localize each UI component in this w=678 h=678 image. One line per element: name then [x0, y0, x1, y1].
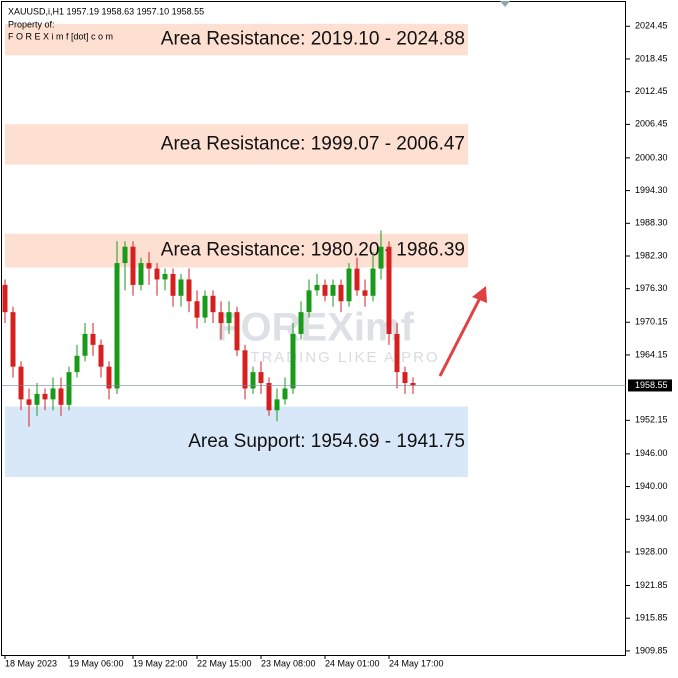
y-tick-label: 1940.00 — [635, 481, 668, 491]
y-tick-label: 1964.15 — [635, 349, 668, 359]
zone-label: Area Resistance: 1980.20 - 1986.39 — [161, 240, 465, 261]
candle-body — [234, 312, 240, 351]
owner-line: F O R E X i m f [dot] c o m — [8, 31, 113, 41]
candle-body — [106, 366, 112, 389]
x-tick-label: 24 May 17:00 — [389, 658, 444, 668]
candle-body — [226, 312, 232, 324]
candle-body — [18, 366, 24, 400]
candle-body — [186, 279, 192, 302]
candle-body — [202, 295, 208, 318]
y-tick-label: 1970.15 — [635, 317, 668, 327]
candle-body — [82, 333, 88, 356]
candle-body — [90, 333, 96, 345]
x-tick-label: 24 May 01:00 — [325, 658, 380, 668]
y-tick-label: 1921.85 — [635, 580, 668, 590]
candle-body — [274, 399, 280, 411]
y-tick-label: 2018.45 — [635, 53, 668, 63]
arrow — [438, 293, 484, 377]
candle-body — [314, 284, 320, 291]
candle-body — [42, 393, 48, 400]
y-tick-label: 2012.45 — [635, 86, 668, 96]
y-tick-label: 1909.85 — [635, 645, 668, 655]
candle-body — [378, 246, 384, 269]
candle-body — [298, 312, 304, 334]
header: XAUUSD,i,H1 1957.19 1958.63 1957.10 1958… — [8, 6, 204, 16]
candle-body — [386, 246, 392, 334]
zone — [5, 23, 468, 56]
watermark: FOREXimf — [216, 306, 414, 350]
y-tick-label: 1946.00 — [635, 448, 668, 458]
candle-body — [50, 388, 56, 400]
y-tick-label: 1994.30 — [635, 185, 668, 195]
candle-body — [122, 246, 128, 264]
marker — [500, 1, 510, 7]
candle-body — [250, 372, 256, 389]
candle-body — [306, 290, 312, 313]
y-tick-label: 2024.45 — [635, 21, 668, 31]
zone-label: Area Support: 1954.69 - 1941.75 — [188, 431, 465, 452]
candle-body — [394, 333, 400, 373]
candle-body — [2, 284, 8, 313]
candle-body — [146, 263, 152, 269]
plot-frame — [1, 1, 626, 656]
candle-body — [330, 284, 336, 296]
candle-body — [114, 263, 120, 389]
y-tick-label: 1934.00 — [635, 514, 668, 524]
candle-body — [370, 268, 376, 296]
candle-body — [154, 268, 160, 280]
x-tick-label: 22 May 15:00 — [197, 658, 252, 668]
candle-body — [282, 388, 288, 400]
candle-body — [162, 273, 168, 280]
y-tick-label: 1952.15 — [635, 415, 668, 425]
candle-body — [138, 263, 144, 285]
y-tick-label: 1915.85 — [635, 613, 668, 623]
candle-body — [210, 295, 216, 313]
zone-label: Area Resistance: 1999.07 - 2006.47 — [161, 133, 465, 154]
x-tick-label: 19 May 06:00 — [69, 658, 124, 668]
price-label: 1958.55 — [635, 380, 668, 390]
y-tick-label: 1982.30 — [635, 250, 668, 260]
zone-label: Area Resistance: 2019.10 - 2024.88 — [161, 29, 465, 50]
candle-body — [354, 268, 360, 291]
candle-body — [266, 383, 272, 411]
candle-body — [74, 355, 80, 373]
y-tick-label: 1976.30 — [635, 283, 668, 293]
candle-body — [194, 301, 200, 318]
y-tick-label: 2000.30 — [635, 152, 668, 162]
candle-body — [218, 312, 224, 324]
y-tick-label: 2006.45 — [635, 119, 668, 129]
y-tick-label: 1928.00 — [635, 546, 668, 556]
candle-body — [98, 344, 104, 367]
candle-body — [338, 284, 344, 302]
zone — [5, 406, 468, 478]
zone — [5, 124, 468, 165]
candle-body — [58, 388, 64, 405]
y-tick-label: 1988.30 — [635, 218, 668, 228]
arrow-head — [472, 286, 487, 303]
candle-body — [290, 333, 296, 389]
candle-body — [66, 372, 72, 405]
candle-body — [410, 383, 416, 386]
watermark: TRADING LIKE A PRO — [250, 349, 439, 366]
candle-body — [402, 372, 408, 384]
candle-body — [362, 290, 368, 296]
candle-body — [322, 284, 328, 296]
candle-body — [170, 273, 176, 296]
x-tick-label: 23 May 08:00 — [261, 658, 316, 668]
candle-body — [258, 372, 264, 384]
candle-body — [130, 246, 136, 285]
candle-body — [242, 350, 248, 389]
candle-body — [178, 279, 184, 296]
candle-body — [26, 399, 32, 405]
candle-body — [34, 393, 40, 405]
candle-body — [10, 312, 16, 367]
x-tick-label: 18 May 2023 — [5, 658, 57, 668]
price-box — [628, 379, 672, 392]
x-tick-label: 19 May 22:00 — [133, 658, 188, 668]
owner-line: Property of: — [8, 19, 55, 29]
candle-body — [346, 268, 352, 302]
